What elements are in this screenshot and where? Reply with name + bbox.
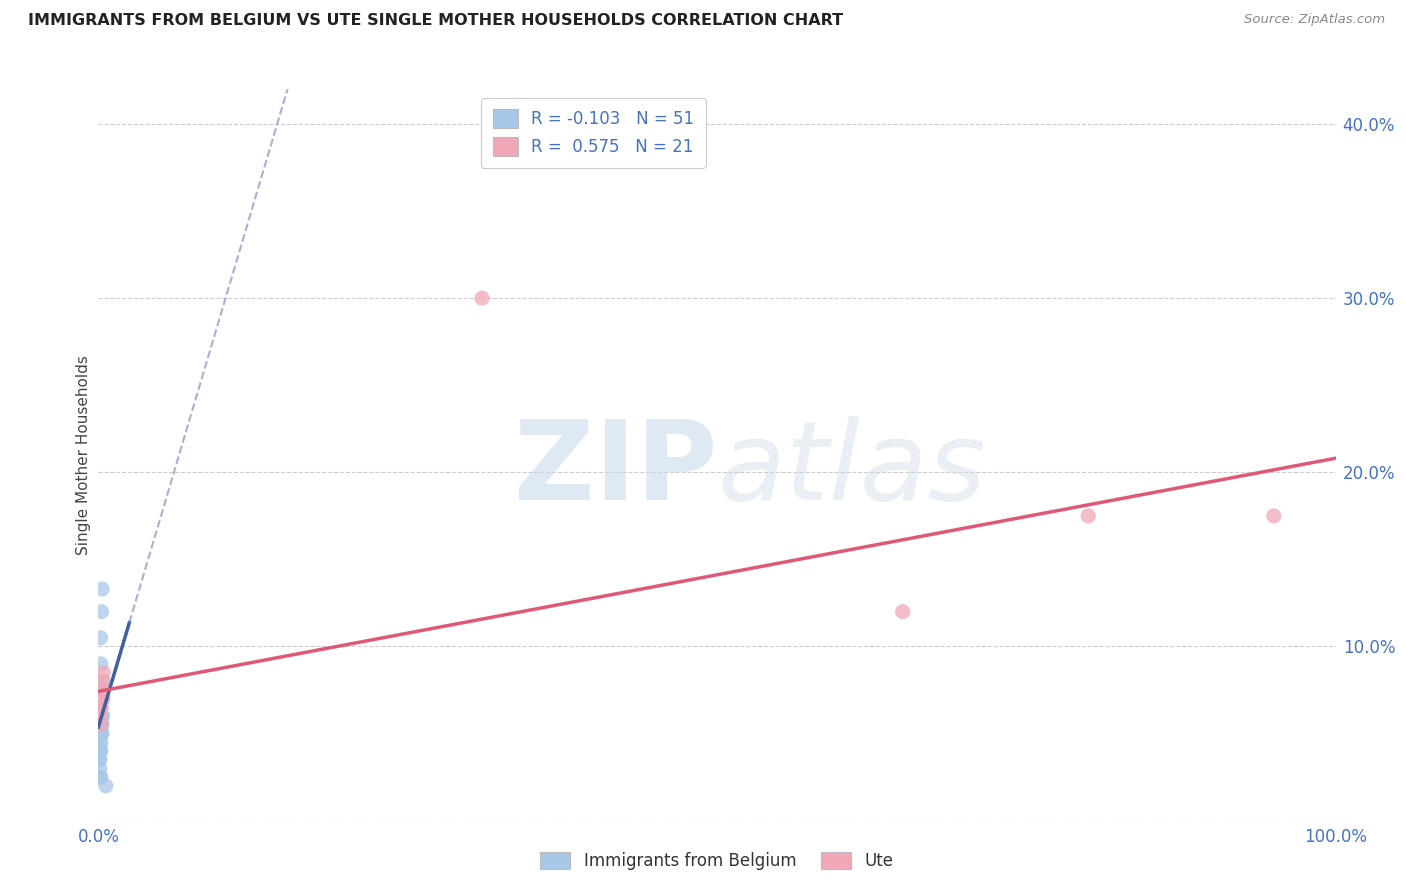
Text: atlas: atlas	[717, 416, 986, 523]
Point	[891, 605, 914, 619]
Point	[91, 691, 114, 706]
Point	[91, 709, 114, 723]
Point	[89, 726, 111, 740]
Point	[89, 691, 111, 706]
Point	[89, 753, 111, 767]
Point	[89, 761, 111, 775]
Point	[91, 691, 114, 706]
Point	[89, 700, 111, 714]
Point	[89, 691, 111, 706]
Point	[90, 700, 112, 714]
Point	[91, 582, 114, 596]
Point	[89, 744, 111, 758]
Point	[89, 744, 111, 758]
Point	[90, 709, 112, 723]
Point	[89, 691, 111, 706]
Point	[89, 700, 111, 714]
Point	[90, 700, 112, 714]
Point	[91, 709, 114, 723]
Point	[93, 665, 115, 680]
Point	[89, 753, 111, 767]
Point	[90, 631, 112, 645]
Point	[89, 744, 111, 758]
Point	[89, 700, 111, 714]
Point	[90, 726, 112, 740]
Point	[91, 709, 114, 723]
Point	[90, 718, 112, 732]
Point	[91, 691, 114, 706]
Point	[89, 691, 111, 706]
Point	[91, 683, 114, 698]
Point	[1263, 508, 1285, 523]
Point	[89, 744, 111, 758]
Point	[89, 700, 111, 714]
Point	[1077, 508, 1099, 523]
Point	[89, 709, 111, 723]
Point	[89, 700, 111, 714]
Point	[90, 744, 112, 758]
Point	[89, 709, 111, 723]
Point	[90, 691, 112, 706]
Point	[93, 674, 115, 689]
Point	[89, 718, 111, 732]
Point	[89, 735, 111, 749]
Point	[89, 683, 111, 698]
Point	[91, 718, 114, 732]
Text: Source: ZipAtlas.com: Source: ZipAtlas.com	[1244, 13, 1385, 27]
Point	[90, 770, 112, 784]
Point	[91, 709, 114, 723]
Point	[89, 744, 111, 758]
Point	[90, 718, 112, 732]
Point	[90, 700, 112, 714]
Point	[90, 700, 112, 714]
Point	[89, 726, 111, 740]
Point	[90, 700, 112, 714]
Point	[89, 700, 111, 714]
Point	[94, 779, 117, 793]
Legend: Immigrants from Belgium, Ute: Immigrants from Belgium, Ute	[531, 843, 903, 878]
Point	[90, 718, 112, 732]
Point	[90, 605, 112, 619]
Point	[89, 726, 111, 740]
Point	[89, 691, 111, 706]
Point	[90, 735, 112, 749]
Point	[91, 674, 114, 689]
Point	[90, 718, 112, 732]
Point	[89, 709, 111, 723]
Point	[89, 691, 111, 706]
Point	[89, 691, 111, 706]
Point	[90, 726, 112, 740]
Point	[471, 291, 494, 305]
Text: ZIP: ZIP	[513, 416, 717, 523]
Point	[89, 718, 111, 732]
Text: IMMIGRANTS FROM BELGIUM VS UTE SINGLE MOTHER HOUSEHOLDS CORRELATION CHART: IMMIGRANTS FROM BELGIUM VS UTE SINGLE MO…	[28, 13, 844, 29]
Point	[90, 691, 112, 706]
Point	[91, 726, 114, 740]
Point	[89, 691, 111, 706]
Point	[89, 770, 111, 784]
Point	[93, 683, 115, 698]
Y-axis label: Single Mother Households: Single Mother Households	[76, 355, 91, 555]
Point	[89, 718, 111, 732]
Point	[90, 657, 112, 671]
